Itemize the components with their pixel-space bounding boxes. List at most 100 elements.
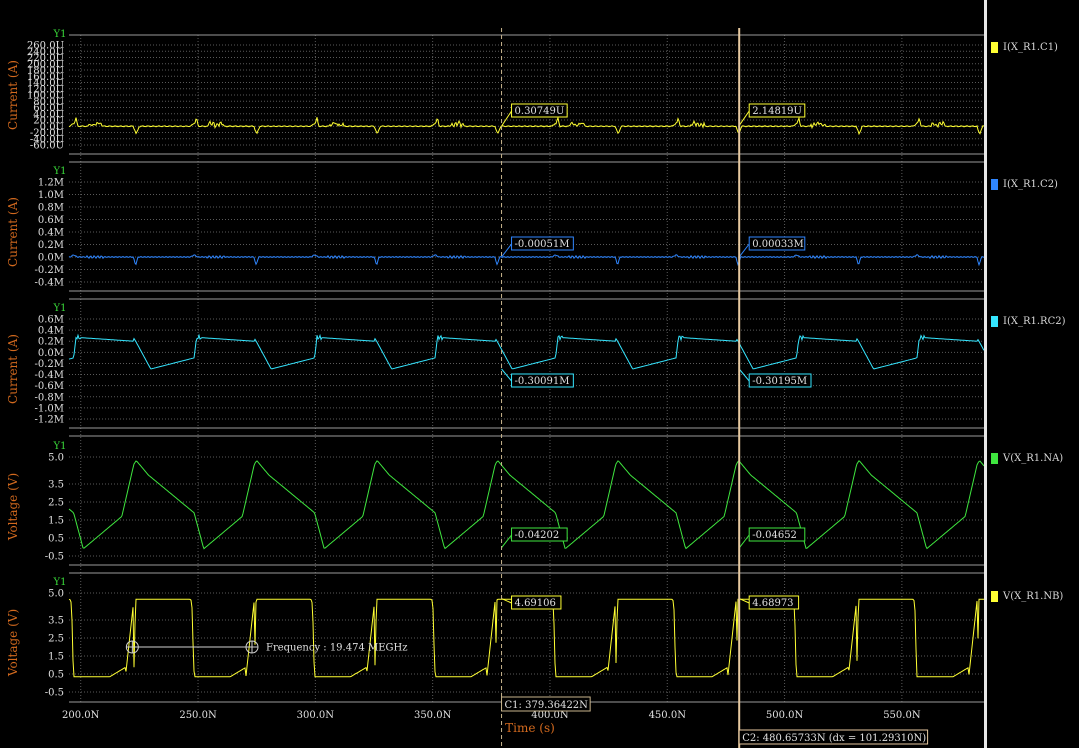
- y-tick-label: 240.0U: [27, 47, 64, 58]
- cursor-readout-value: -0.04652: [752, 530, 797, 541]
- cursor-readout-box: [511, 373, 574, 388]
- readout-leader: [501, 534, 512, 549]
- legend-entry-i-c2[interactable]: I(X_R1.C2): [991, 177, 1058, 191]
- cursor-readout-box: [748, 527, 806, 542]
- y-tick-label: 0.0M: [38, 348, 64, 359]
- y-tick-label: 0.0U: [40, 122, 64, 133]
- y-axis-tag: Y1: [53, 29, 67, 40]
- cursor-readout-box: [748, 103, 806, 118]
- y-tick-label: -60.0U: [30, 141, 64, 152]
- legend-entry-v-na[interactable]: V(X_R1.NA): [991, 451, 1063, 465]
- x-axis-label: Time (s): [505, 721, 555, 735]
- y-tick-label: 0.6M: [38, 315, 64, 326]
- y-tick-label: 120.0U: [27, 84, 64, 95]
- readout-leader: [501, 243, 512, 258]
- cursor-readout-value: -0.30195M: [752, 376, 807, 387]
- y-tick-label: -0.5: [45, 552, 64, 563]
- y-tick-label: 5.0: [48, 589, 64, 600]
- x-tick-label: 400.0N: [531, 710, 569, 721]
- y-axis-label: Current (A): [6, 197, 20, 267]
- y-tick-label: 2.5: [48, 634, 64, 645]
- cursor-readout-value: -0.00051M: [515, 239, 570, 250]
- x-tick-label: 450.0N: [649, 710, 687, 721]
- cursor-readout-value: 4.68973: [752, 598, 793, 609]
- readout-leader: [738, 598, 750, 604]
- cursor-c1-label: C1: 379.36422N: [505, 700, 589, 711]
- y-tick-label: 5.0: [48, 453, 64, 464]
- cursor-c2-box[interactable]: [738, 729, 929, 745]
- series-line[interactable]: [68, 116, 985, 136]
- legend-label: I(X_R1.C2): [1003, 178, 1058, 190]
- y-tick-label: -0.6M: [34, 381, 64, 392]
- cursor-readout-value: -0.30091M: [515, 376, 570, 387]
- y-tick-label: 180.0U: [27, 66, 64, 77]
- cursor-readout-value: -0.04202: [515, 530, 560, 541]
- y-tick-label: 60.0U: [33, 103, 64, 114]
- cursor-readout-value: 4.69106: [515, 598, 556, 609]
- legend-swatch: [991, 452, 998, 464]
- legend-swatch: [991, 178, 998, 190]
- y-tick-label: 3.5: [48, 480, 64, 491]
- y-tick-label: -40.0U: [30, 134, 64, 145]
- x-tick-label: 350.0N: [414, 710, 452, 721]
- y-tick-label: -0.5: [45, 688, 64, 699]
- y-axis-label: Voltage (V): [6, 473, 20, 541]
- legend-label: I(X_R1.RC2): [1003, 315, 1066, 327]
- legend-entry-i-c1[interactable]: I(X_R1.C1): [991, 40, 1058, 54]
- plot-background: [0, 0, 984, 748]
- x-tick-label: 200.0N: [62, 710, 100, 721]
- series-line[interactable]: [68, 253, 985, 267]
- y-axis-tag: Y1: [53, 441, 67, 452]
- y-tick-label: 0.2M: [38, 240, 64, 251]
- cursor-readout-box: [748, 373, 812, 388]
- y-tick-label: 0.6M: [38, 215, 64, 226]
- readout-leader: [501, 110, 512, 127]
- y-tick-label: 80.0U: [33, 97, 64, 108]
- series-line[interactable]: [68, 460, 985, 550]
- y-tick-label: 3.5: [48, 616, 64, 627]
- y-axis-label: Current (A): [6, 334, 20, 404]
- cursor-c2-label: C2: 480.65733N (dx = 101.29310N): [742, 733, 926, 744]
- sidebar-divider[interactable]: [984, 0, 987, 748]
- y-tick-label: 200.0U: [27, 59, 64, 70]
- y-tick-label: 0.0M: [38, 253, 64, 264]
- legend-entry-i-rc2[interactable]: I(X_R1.RC2): [991, 314, 1066, 328]
- legend-sidebar: [984, 0, 1079, 748]
- y-tick-label: 0.8M: [38, 203, 64, 214]
- cursor-readout-box: [748, 236, 806, 251]
- y-tick-label: 220.0U: [27, 53, 64, 64]
- y-tick-label: 0.4M: [38, 228, 64, 239]
- y-tick-label: 40.0U: [33, 109, 64, 120]
- legend-swatch: [991, 315, 998, 327]
- readout-leader: [738, 243, 750, 258]
- legend-label: I(X_R1.C1): [1003, 41, 1058, 53]
- cursor-readout-box: [511, 527, 568, 542]
- y-tick-label: 0.5: [48, 534, 64, 545]
- cursor-c1-box[interactable]: [501, 696, 591, 712]
- y-tick-label: -0.2M: [34, 265, 64, 276]
- legend-label: V(X_R1.NA): [1003, 452, 1064, 464]
- cursor-readout-box: [748, 595, 800, 610]
- y-tick-label: 2.5: [48, 498, 64, 509]
- series-line[interactable]: [68, 333, 985, 370]
- legend-swatch: [991, 590, 998, 602]
- y-axis-label: Voltage (V): [6, 609, 20, 677]
- legend-label: V(X_R1.NB): [1003, 590, 1064, 602]
- y-tick-label: 0.4M: [38, 326, 64, 337]
- y-tick-label: 1.5: [48, 652, 64, 663]
- y-tick-label: -20.0U: [30, 128, 64, 139]
- x-tick-label: 550.0N: [883, 710, 921, 721]
- cursor-readout-value: 2.14819U: [752, 106, 802, 117]
- y-tick-label: -0.4M: [34, 278, 64, 289]
- y-tick-label: 1.2M: [38, 178, 64, 189]
- x-tick-label: 300.0N: [297, 710, 335, 721]
- y-axis-tag: Y1: [53, 303, 67, 314]
- cursor-readout-box: [511, 236, 574, 251]
- y-tick-label: -0.4M: [34, 370, 64, 381]
- y-tick-label: 0.5: [48, 670, 64, 681]
- x-tick-label: 250.0N: [179, 710, 217, 721]
- legend-entry-v-nb[interactable]: V(X_R1.NB): [991, 589, 1063, 603]
- legend-swatch: [991, 41, 998, 53]
- readout-leader: [738, 110, 750, 126]
